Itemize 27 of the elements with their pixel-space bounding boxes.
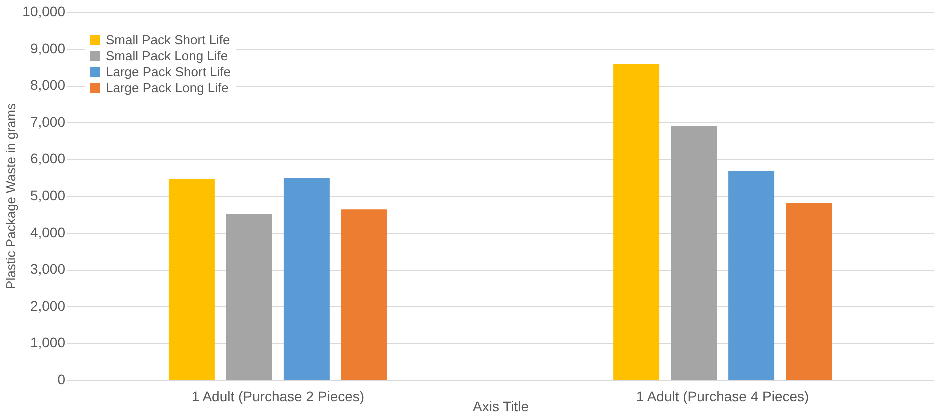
bar (341, 210, 388, 380)
legend-label: Large Pack Long Life (106, 80, 229, 96)
y-tick-label: 4,000 (30, 224, 66, 240)
bar (671, 126, 718, 380)
bar (614, 64, 660, 380)
x-tick-label: 1 Adult (Purchase 2 Pieces) (192, 388, 365, 404)
y-tick-label: 3,000 (30, 261, 66, 278)
y-tick-label: 2,000 (30, 298, 66, 314)
y-axis-title: Plastic Package Waste in grams (4, 103, 19, 290)
bar (168, 179, 215, 380)
y-tick-label: 5,000 (30, 188, 66, 204)
bar (728, 171, 775, 380)
y-tick-label: 6,000 (30, 150, 66, 167)
y-tick-label: 8,000 (30, 77, 66, 94)
bar (786, 203, 832, 380)
y-tick-label: 10,000 (22, 4, 66, 20)
bar (226, 214, 272, 380)
legend-label: Small Pack Short Life (106, 32, 230, 48)
bar (284, 178, 330, 380)
legend-label: Large Pack Short Life (106, 64, 232, 80)
legend-label: Small Pack Long Life (106, 48, 228, 64)
y-tick-label: 0 (58, 372, 66, 388)
y-tick-label: 7,000 (30, 114, 66, 130)
x-tick-label: 1 Adult (Purchase 4 Pieces) (636, 388, 810, 404)
y-tick-label: 1,000 (30, 334, 66, 351)
x-axis-title: Axis Title (472, 398, 530, 414)
y-tick-label: 9,000 (30, 40, 66, 56)
